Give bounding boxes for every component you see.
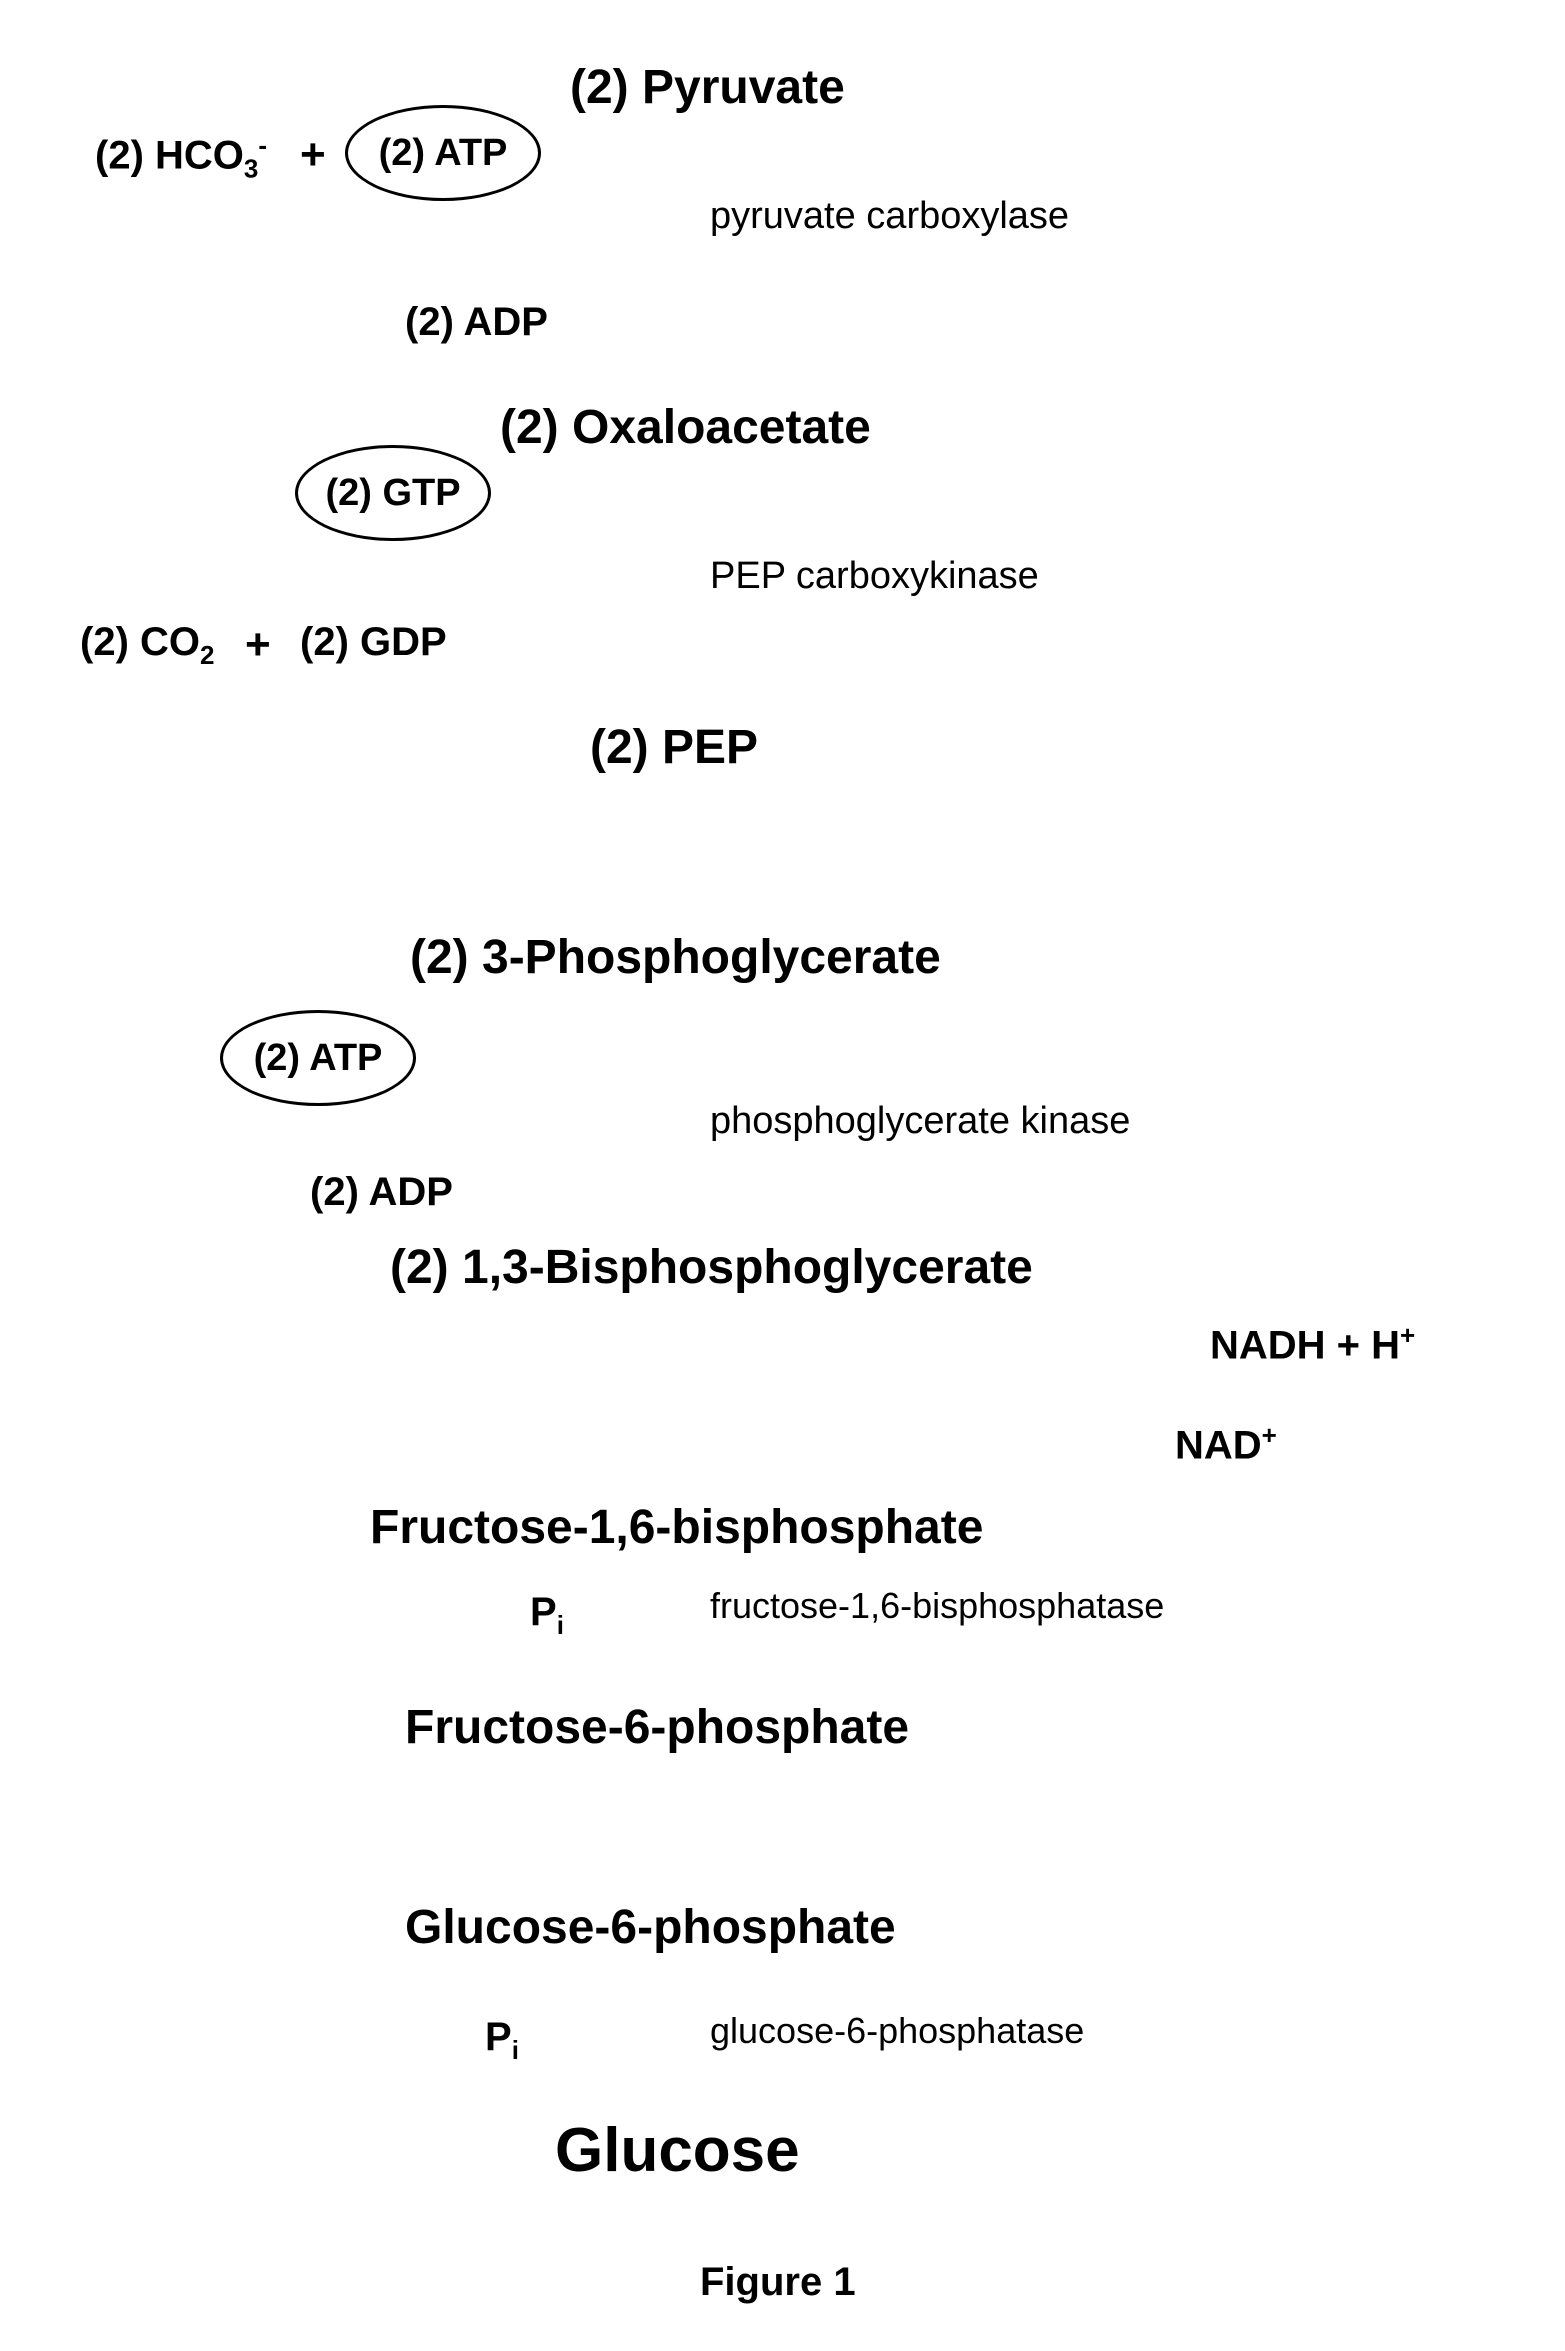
metab-3pg: (2) 3-Phosphoglycerate xyxy=(410,930,941,985)
ellipse-atp-2: (2) ATP xyxy=(220,1010,416,1106)
enzyme-pep-carboxykinase: PEP carboxykinase xyxy=(710,555,1039,598)
metab-oxaloacetate: (2) Oxaloacetate xyxy=(500,400,871,455)
enzyme-glucose-6-phosphatase: glucose-6-phosphatase xyxy=(710,2010,1084,2052)
metab-g6p: Glucose-6-phosphate xyxy=(405,1900,896,1955)
cofactor-nadh: NADH + H+ xyxy=(1210,1320,1415,1368)
cofactor-pi-1: Pi xyxy=(530,1590,564,1641)
ellipse-gtp: (2) GTP xyxy=(295,445,491,541)
cofactor-adp-2: (2) ADP xyxy=(310,1170,453,1215)
metab-f16bp: Fructose-1,6-bisphosphate xyxy=(370,1500,983,1555)
ellipse-atp-2-label: (2) ATP xyxy=(254,1037,383,1080)
cofactor-adp-1: (2) ADP xyxy=(405,300,548,345)
enzyme-phosphoglycerate-kinase: phosphoglycerate kinase xyxy=(710,1100,1130,1143)
ellipse-atp-1-label: (2) ATP xyxy=(379,132,508,175)
plus-1: + xyxy=(300,130,326,180)
cofactor-gdp: (2) GDP xyxy=(300,620,447,665)
pathway-arrows xyxy=(0,0,1565,2351)
cofactor-hco3: (2) HCO3- xyxy=(95,130,267,184)
ellipse-atp-1: (2) ATP xyxy=(345,105,541,201)
metab-glucose: Glucose xyxy=(555,2115,800,2186)
plus-2: + xyxy=(245,620,271,670)
cofactor-co2: (2) CO2 xyxy=(80,620,214,671)
enzyme-fructose-16-bisphosphatase: fructose-1,6-bisphosphatase xyxy=(710,1585,1164,1627)
metab-13bpg: (2) 1,3-Bisphosphoglycerate xyxy=(390,1240,1033,1295)
gluconeogenesis-pathway-diagram: (2) Pyruvate (2) Oxaloacetate (2) PEP (2… xyxy=(0,0,1565,2351)
metab-pyruvate: (2) Pyruvate xyxy=(570,60,845,115)
enzyme-pyruvate-carboxylase: pyruvate carboxylase xyxy=(710,195,1069,238)
figure-caption: Figure 1 xyxy=(700,2260,856,2305)
cofactor-pi-2: Pi xyxy=(485,2015,519,2066)
ellipse-gtp-label: (2) GTP xyxy=(325,472,460,515)
metab-f6p: Fructose-6-phosphate xyxy=(405,1700,909,1755)
cofactor-nad: NAD+ xyxy=(1175,1420,1277,1468)
metab-pep: (2) PEP xyxy=(590,720,758,775)
